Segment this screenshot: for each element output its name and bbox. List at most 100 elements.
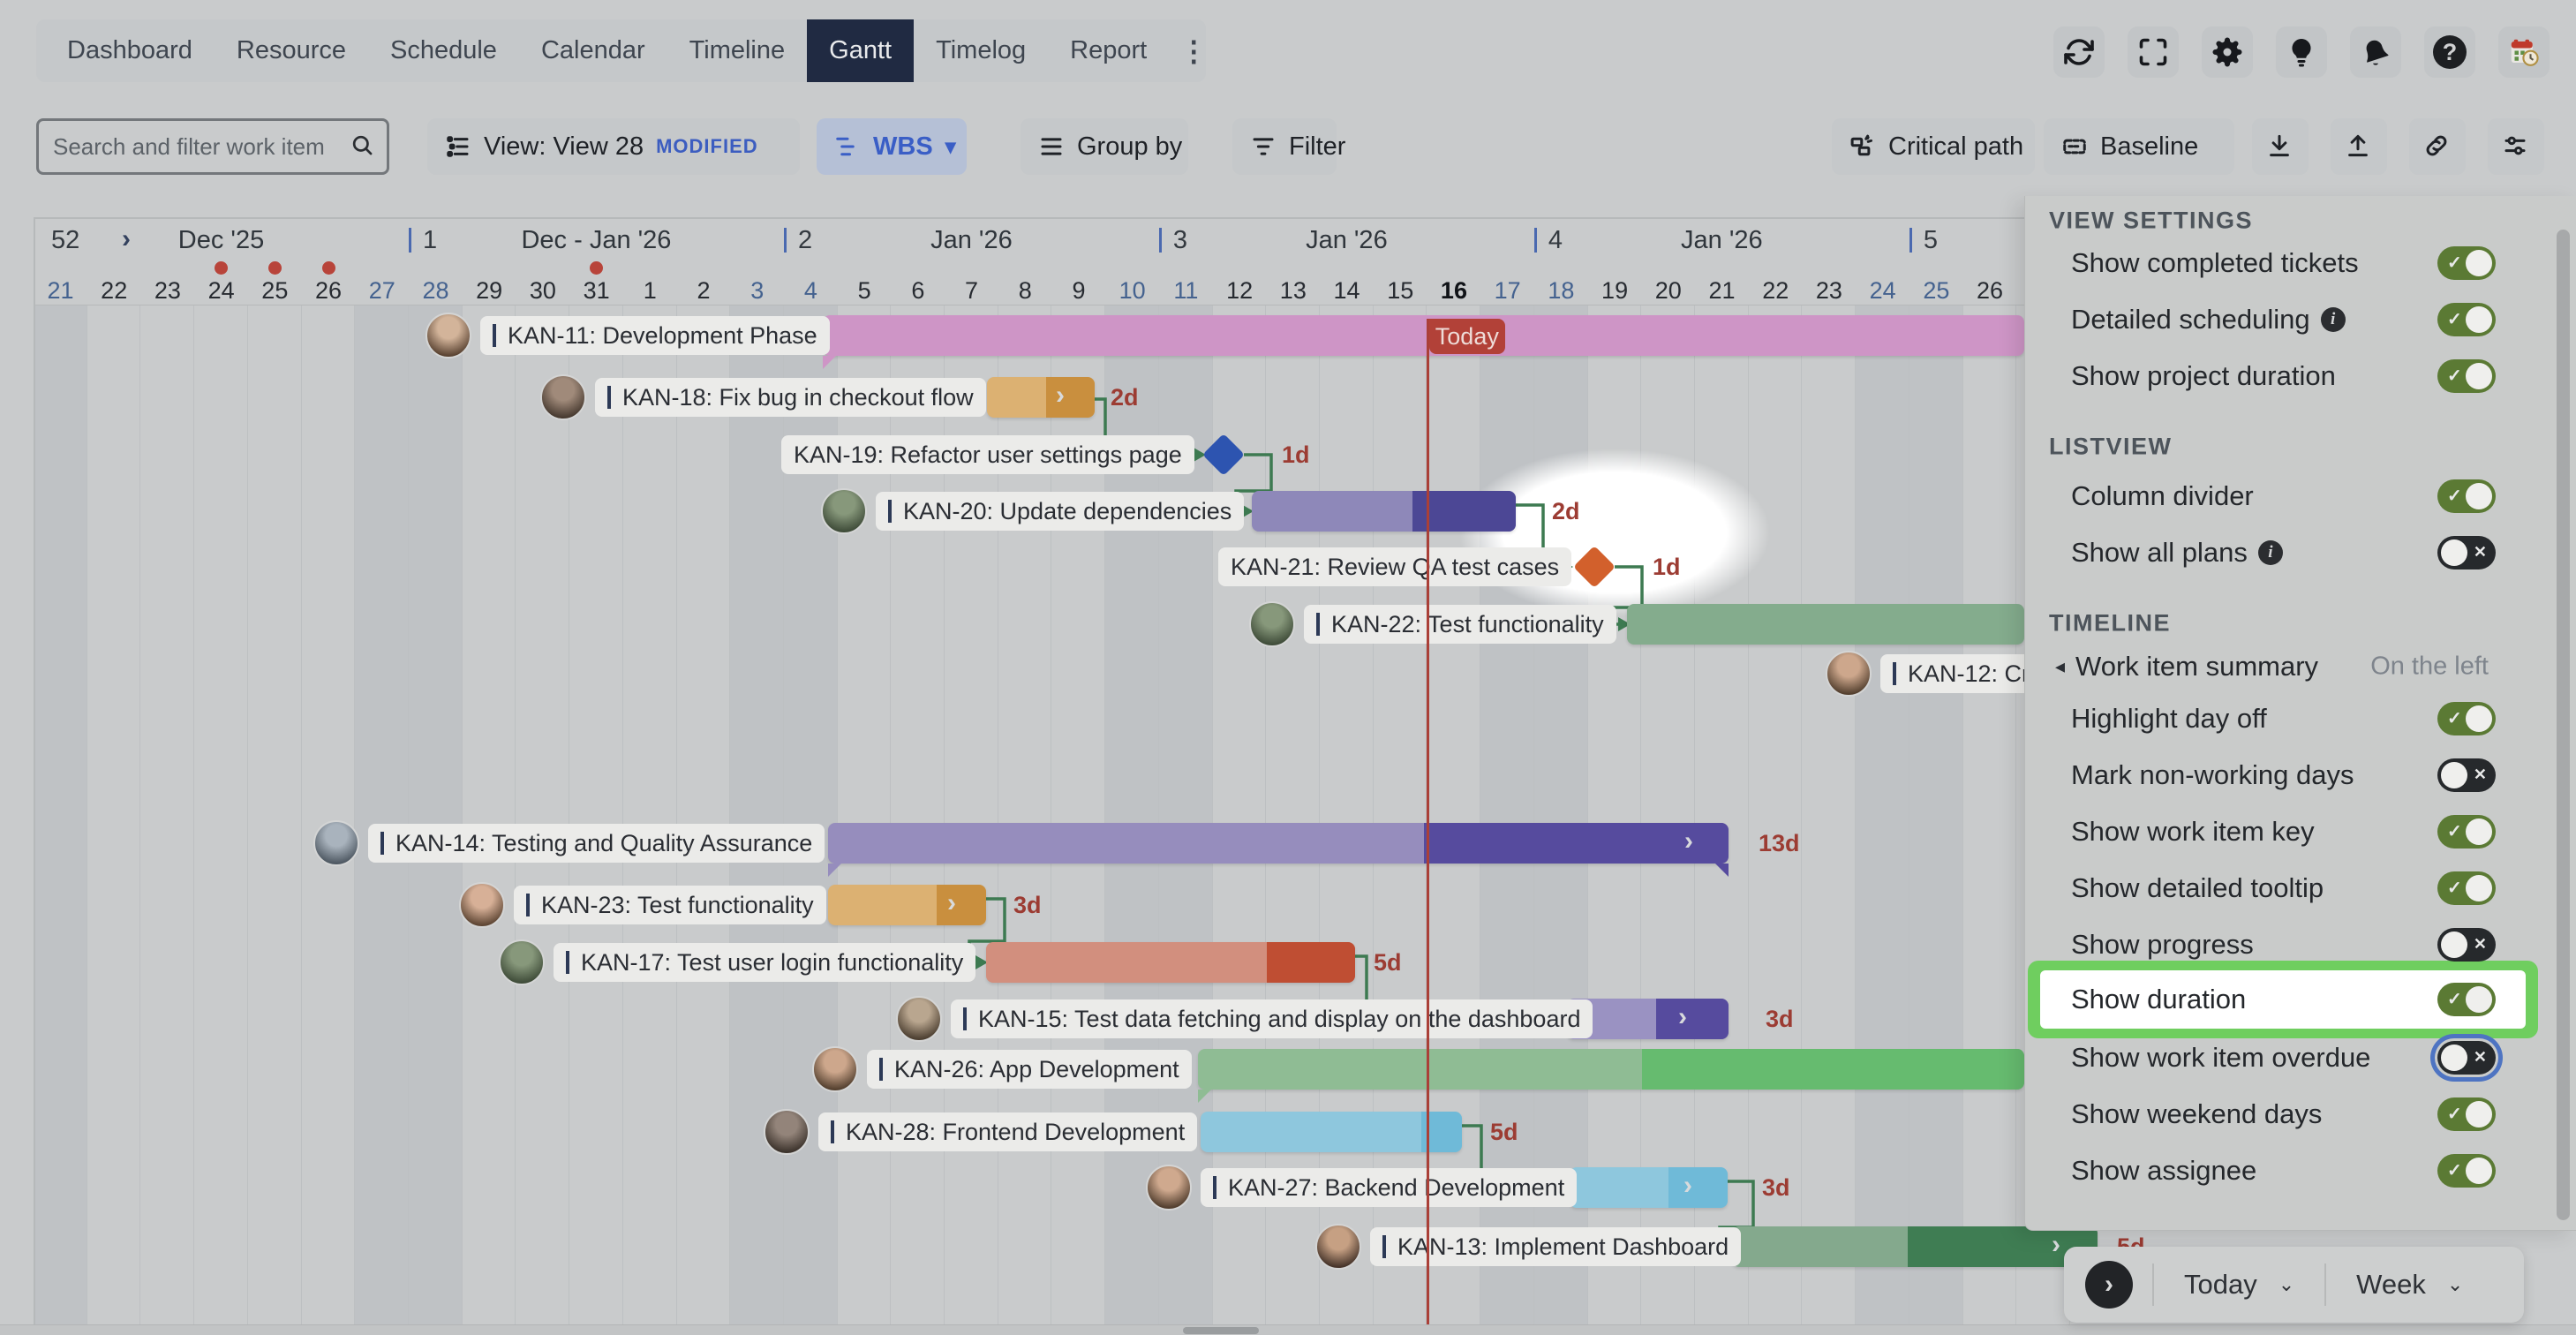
work-item-label[interactable]: KAN-26: App Development	[867, 1050, 1192, 1089]
label-divider	[1316, 613, 1320, 636]
group-by-button[interactable]: Group by	[1021, 118, 1188, 175]
nav-tab-calendar[interactable]: Calendar	[540, 36, 645, 64]
view-button[interactable]: View: View 28 MODIFIED	[427, 118, 800, 175]
horizontal-scrollbar[interactable]	[0, 1324, 2576, 1335]
toggle-show-work-item-key[interactable]: ✓	[2437, 815, 2496, 849]
toggle-show-project-duration[interactable]: ✓	[2437, 359, 2496, 393]
toggle-show-duration[interactable]: ✓	[2437, 983, 2496, 1016]
task-bar-KAN-28[interactable]	[1201, 1112, 1462, 1152]
baseline-button[interactable]: Baseline	[2044, 118, 2234, 175]
phase-notch	[828, 864, 841, 877]
task-bar-KAN-27[interactable]: ›	[1570, 1167, 1728, 1208]
today-jump-select[interactable]: Today ⌄	[2154, 1269, 2324, 1301]
bulb-button[interactable]	[2276, 26, 2327, 78]
gear-button[interactable]	[2202, 26, 2253, 78]
work-item-label[interactable]: KAN-21: Review QA test cases	[1218, 547, 1572, 586]
toggle-highlight-day-off[interactable]: ✓	[2437, 702, 2496, 735]
month-label: Dec - Jan '26	[521, 226, 672, 254]
toggle-mark-non-working-days[interactable]: ✕	[2437, 758, 2496, 792]
expand-week-chevron-icon[interactable]: ›	[122, 224, 131, 253]
bar-progress-segment	[1412, 491, 1516, 532]
work-item-label[interactable]: KAN-12: Crea	[1880, 654, 2048, 693]
task-bar-KAN-26[interactable]	[1198, 1049, 2024, 1103]
task-bar-KAN-17[interactable]	[986, 942, 1355, 983]
info-icon[interactable]: i	[2257, 540, 2283, 565]
panel-item-value[interactable]: On the left	[2370, 652, 2489, 681]
day-number: 17	[1494, 277, 1521, 304]
collapse-icon[interactable]: ◂	[2055, 655, 2066, 677]
modified-badge: MODIFIED	[656, 135, 758, 157]
search-box[interactable]	[36, 118, 389, 175]
sliders-button[interactable]	[2488, 118, 2544, 175]
task-bar-KAN-20[interactable]	[1252, 491, 1516, 532]
work-item-label[interactable]: KAN-20: Update dependencies	[876, 492, 1245, 531]
task-bar-KAN-14[interactable]: ›	[828, 823, 1729, 877]
critical-path-button[interactable]: Critical path	[1832, 118, 2035, 175]
work-item-label[interactable]: KAN-19: Refactor user settings page	[781, 435, 1194, 474]
work-item-label[interactable]: KAN-28: Frontend Development	[818, 1112, 1198, 1151]
toggle-show-detailed-tooltip[interactable]: ✓	[2437, 871, 2496, 905]
work-item-label[interactable]: KAN-13: Implement Dashboard	[1370, 1227, 1742, 1266]
toggle-show-progress[interactable]: ✕	[2437, 928, 2496, 962]
panel-section-header: LISTVIEW	[2049, 433, 2173, 460]
download-button[interactable]	[2252, 118, 2309, 175]
work-item-label[interactable]: KAN-23: Test functionality	[514, 886, 826, 924]
nav-tab-resource[interactable]: Resource	[236, 36, 346, 64]
fullscreen-button[interactable]	[2128, 26, 2179, 78]
label-divider	[493, 324, 496, 347]
toggle-show-completed-tickets[interactable]: ✓	[2437, 246, 2496, 280]
toggle-knob	[2466, 250, 2492, 276]
panel-item-label: Show work item key	[2071, 816, 2315, 847]
search-input[interactable]	[51, 132, 350, 162]
upload-button[interactable]	[2331, 118, 2387, 175]
task-bar-KAN-13[interactable]: ›	[1732, 1226, 2098, 1267]
day-column	[1588, 305, 1642, 1324]
task-bar-KAN-11[interactable]	[823, 315, 2024, 369]
help-button[interactable]: ?	[2424, 26, 2475, 78]
link-button[interactable]	[2409, 118, 2466, 175]
app-logo-button[interactable]	[2498, 26, 2550, 78]
duration-label: 3d	[1762, 1174, 1790, 1201]
toggle-knob	[2466, 986, 2492, 1013]
nav-tab-timelog[interactable]: Timelog	[936, 36, 1027, 64]
work-item-title: KAN-15: Test data fetching and display o…	[978, 1005, 1581, 1032]
bell-button[interactable]	[2350, 26, 2401, 78]
toggle-show-weekend-days[interactable]: ✓	[2437, 1097, 2496, 1131]
work-item-label[interactable]: KAN-11: Development Phase	[480, 316, 830, 355]
wbs-button[interactable]: WBS ▾	[817, 118, 967, 175]
task-bar-KAN-18[interactable]: ›	[987, 377, 1095, 418]
nav-tab-gantt[interactable]: Gantt	[807, 19, 915, 82]
panel-item-label: Show all plans	[2071, 537, 2248, 568]
panel-item-label: Work item summary	[2075, 651, 2319, 682]
sync-button[interactable]	[2053, 26, 2105, 78]
work-item-label[interactable]: KAN-17: Test user login functionality	[554, 943, 976, 982]
task-bar-KAN-22[interactable]	[1627, 604, 2024, 645]
work-item-label[interactable]: KAN-18: Fix bug in checkout flow	[595, 378, 986, 417]
filter-button[interactable]: Filter	[1232, 118, 1345, 175]
toggle-show-all-plans[interactable]: ✕	[2437, 536, 2496, 569]
task-bar-KAN-23[interactable]: ›	[828, 885, 986, 925]
toggle-show-assignee[interactable]: ✓	[2437, 1154, 2496, 1188]
work-item-label[interactable]: KAN-15: Test data fetching and display o…	[951, 999, 1593, 1038]
nav-tab-timeline[interactable]: Timeline	[689, 36, 786, 64]
work-item-label[interactable]: KAN-14: Testing and Quality Assurance	[368, 824, 825, 863]
panel-section-header: VIEW SETTINGS	[2049, 207, 2254, 234]
work-item-label[interactable]: KAN-22: Test functionality	[1304, 605, 1616, 644]
panel-item-label: Show duration	[2071, 984, 2247, 1014]
task-bar-KAN-15[interactable]: ›	[1567, 999, 1729, 1039]
info-icon[interactable]: i	[2320, 307, 2346, 332]
toggle-column-divider[interactable]: ✓	[2437, 479, 2496, 513]
scrollbar-thumb[interactable]	[1183, 1327, 1259, 1334]
work-item-label[interactable]: KAN-27: Backend Development	[1201, 1168, 1578, 1207]
toggle-detailed-scheduling[interactable]: ✓	[2437, 303, 2496, 336]
nav-tab-dashboard[interactable]: Dashboard	[67, 36, 192, 64]
nav-tab-schedule[interactable]: Schedule	[390, 36, 497, 64]
expand-button[interactable]: ›	[2085, 1261, 2133, 1309]
day-number: 7	[965, 277, 979, 304]
toggle-show-work-item-overdue[interactable]: ✕	[2437, 1041, 2496, 1075]
divider	[2152, 1263, 2154, 1306]
nav-tab-report[interactable]: Report	[1070, 36, 1148, 64]
nav-overflow-kebab-icon[interactable]: ⋮	[1179, 34, 1209, 67]
panel-scrollbar[interactable]	[2557, 230, 2570, 1220]
zoom-range-select[interactable]: Week ⌄	[2326, 1269, 2493, 1301]
